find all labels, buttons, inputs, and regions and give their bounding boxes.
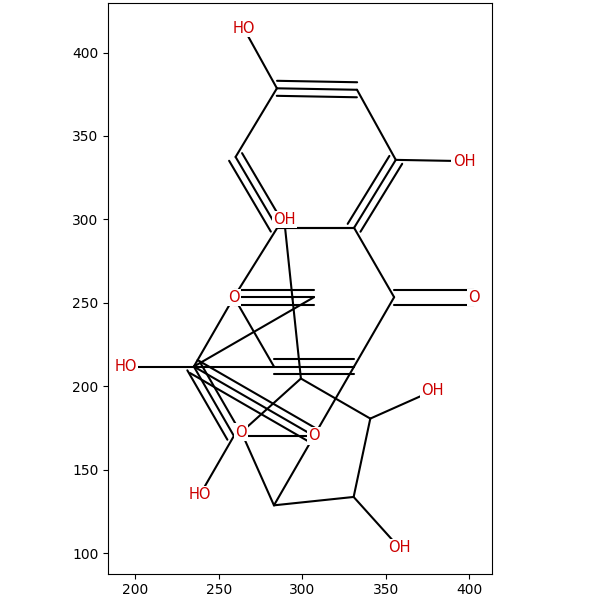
- Text: OH: OH: [421, 383, 444, 398]
- Text: HO: HO: [115, 359, 137, 374]
- Text: HO: HO: [115, 359, 137, 374]
- Text: O: O: [469, 290, 480, 305]
- Text: HO: HO: [233, 21, 255, 36]
- Text: O: O: [236, 425, 247, 440]
- Text: OH: OH: [233, 21, 255, 36]
- Text: O: O: [228, 290, 240, 305]
- Text: HO: HO: [188, 487, 211, 502]
- Text: O: O: [308, 428, 320, 443]
- Text: HO: HO: [188, 487, 211, 502]
- Text: OH: OH: [273, 212, 295, 227]
- Text: OH: OH: [388, 540, 410, 555]
- Text: OH: OH: [452, 154, 475, 169]
